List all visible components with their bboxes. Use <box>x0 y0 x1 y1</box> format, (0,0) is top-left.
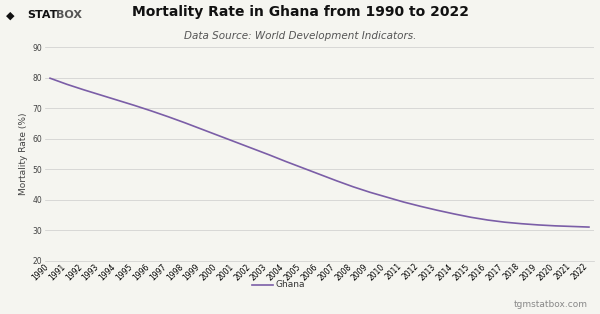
Text: Mortality Rate in Ghana from 1990 to 2022: Mortality Rate in Ghana from 1990 to 202… <box>131 5 469 19</box>
Text: tgmstatbox.com: tgmstatbox.com <box>514 300 588 309</box>
Text: Data Source: World Development Indicators.: Data Source: World Development Indicator… <box>184 31 416 41</box>
Text: BOX: BOX <box>56 10 82 20</box>
Y-axis label: Mortality Rate (%): Mortality Rate (%) <box>19 113 28 195</box>
Text: Ghana: Ghana <box>276 280 305 289</box>
Text: STAT: STAT <box>27 10 58 20</box>
Text: ◆: ◆ <box>6 10 19 20</box>
